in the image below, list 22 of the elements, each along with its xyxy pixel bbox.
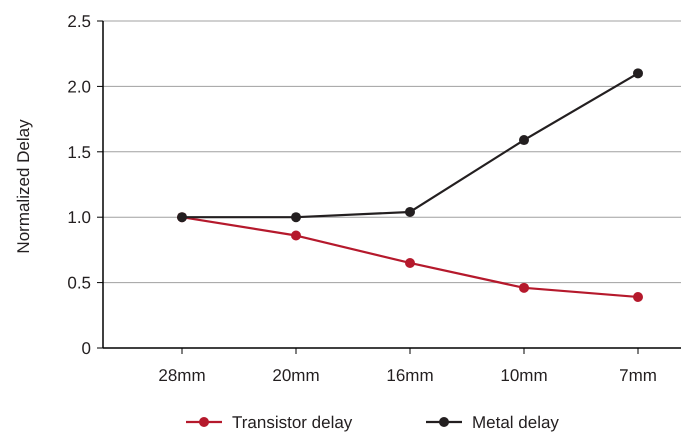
x-tick-label: 20mm [272,366,320,385]
x-tick-label: 10mm [500,366,548,385]
x-tick-label: 28mm [158,366,206,385]
x-tick-label: 16mm [386,366,434,385]
point [405,258,415,268]
y-tick-label: 2.5 [67,12,91,31]
y-axis-title: Normalized Delay [14,118,33,254]
point [633,68,643,78]
point [291,230,301,241]
y-tick-label: 2.0 [67,77,91,96]
point [519,135,529,146]
legend-label: Metal delay [472,412,560,432]
y-tick-label: 1.5 [67,142,91,162]
point [519,282,529,293]
legend-label: Transistor delay [232,412,353,432]
y-tick-label: 0 [82,338,91,358]
x-tick-label: 7mm [619,366,657,385]
point [633,292,643,302]
point [405,206,415,217]
point [291,212,301,222]
y-tick-label: 0.5 [67,274,91,293]
y-tick-label: 1.0 [67,208,91,228]
